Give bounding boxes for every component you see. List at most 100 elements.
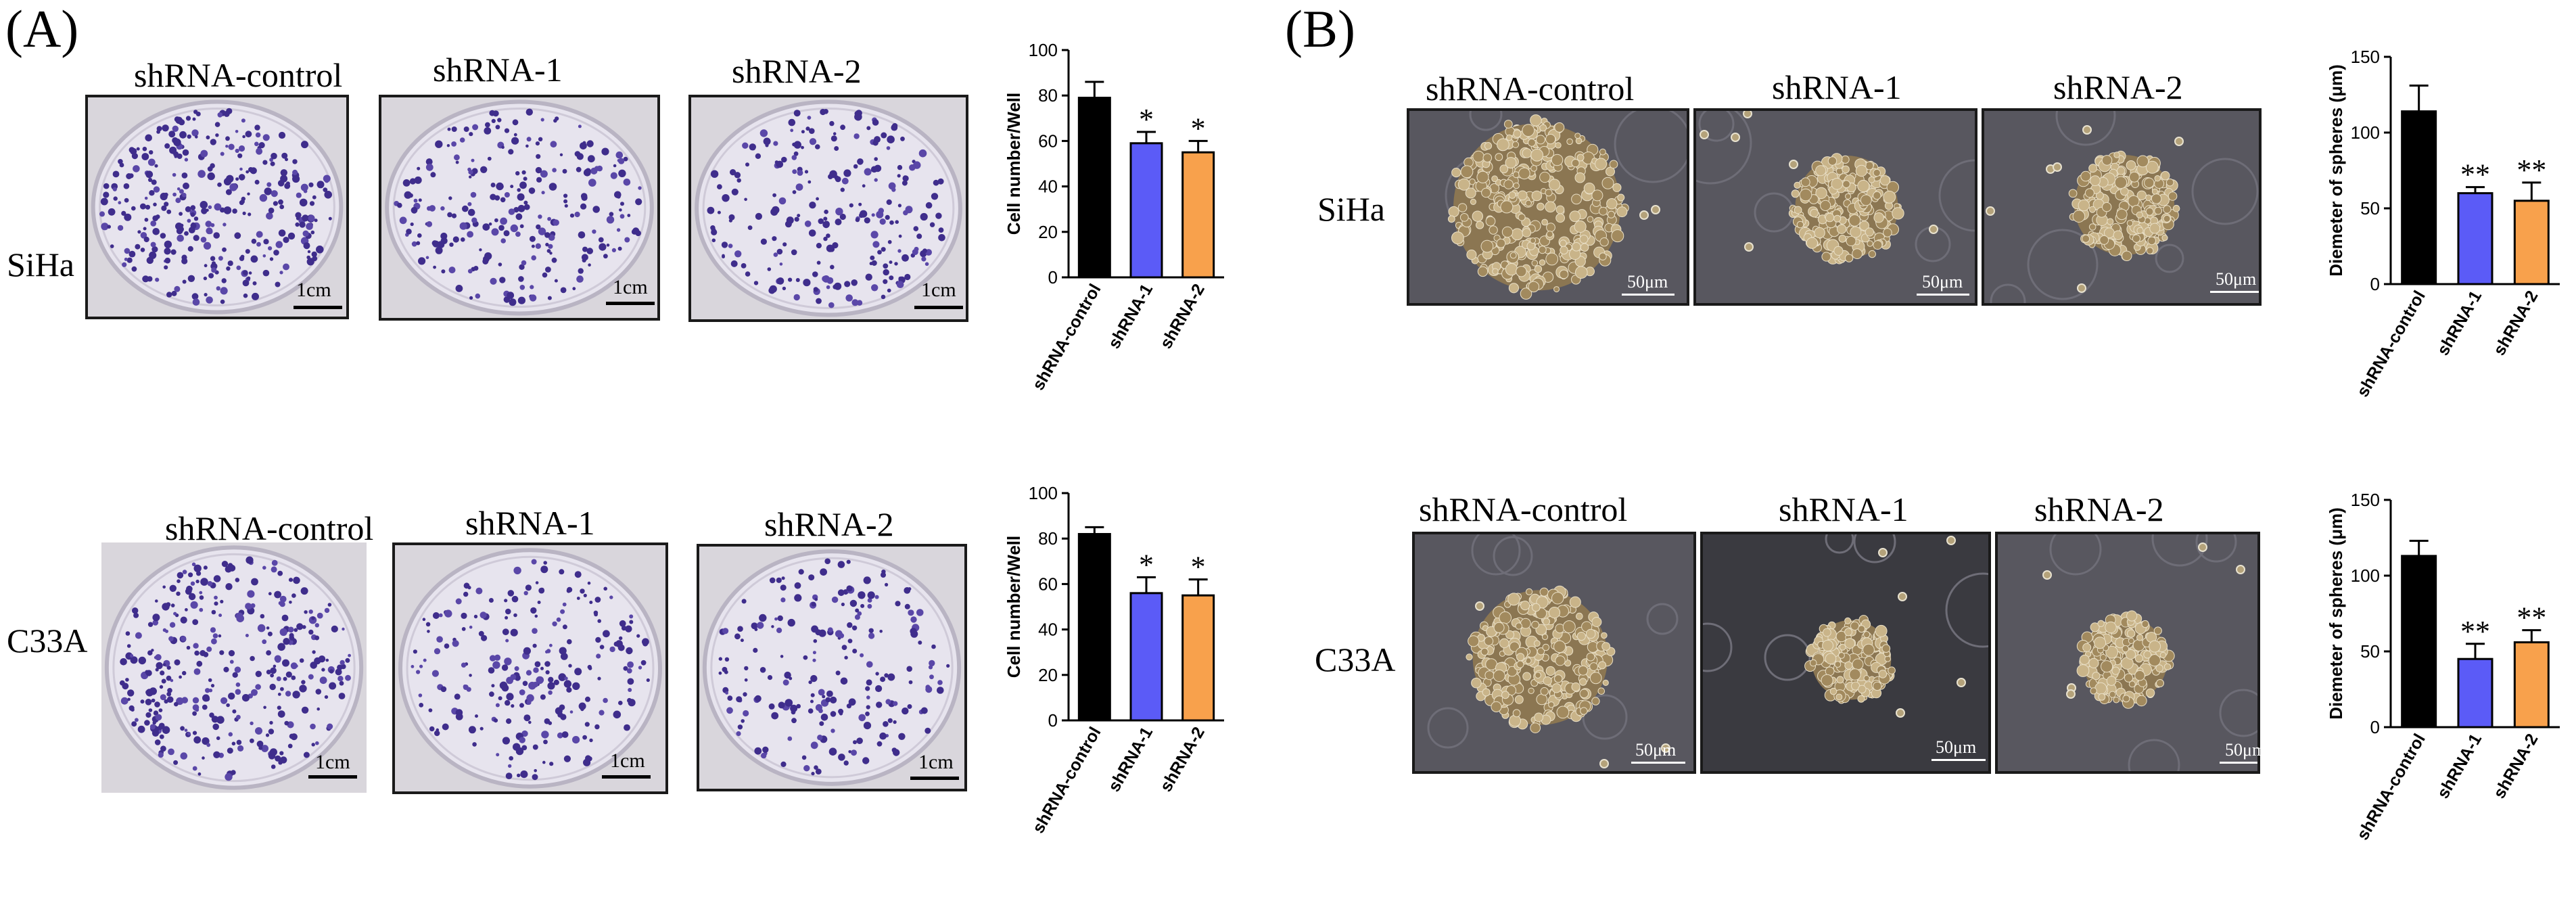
scale-bar	[1622, 294, 1675, 296]
y-tick-label: 150	[2351, 47, 2380, 67]
bar	[2513, 641, 2550, 729]
x-tick-label: shRNA-control	[1029, 724, 1104, 837]
sphere-micrograph	[1693, 108, 1977, 306]
bar-chart-svg: 0 20 40 60 80 100 Cell number/Well shRNA-contro…	[1004, 483, 1224, 837]
scale-bar	[2220, 762, 2257, 764]
y-tick-label: 60	[1038, 131, 1058, 151]
y-axis-label: Diemeter of spheres (μm)	[2326, 507, 2346, 720]
scale-bar-label: 1cm	[610, 749, 645, 772]
scale-bar-label: 50μm	[1635, 740, 1677, 760]
y-tick-label: 20	[1038, 665, 1058, 685]
scale-bar-label: 1cm	[921, 279, 956, 301]
row-label-c33a-a: C33A	[7, 622, 88, 660]
y-tick-label: 100	[1029, 40, 1058, 60]
x-tick-label: shRNA-1	[2433, 731, 2485, 802]
significance-marker: *	[1191, 112, 1206, 145]
caption-b1-shrna1: shRNA-1	[1772, 68, 1902, 106]
sphere-micrograph	[1982, 108, 2262, 306]
y-tick-label: 100	[2351, 122, 2380, 143]
caption-b2-control: shRNA-control	[1419, 490, 1628, 528]
y-tick-label: 80	[1038, 85, 1058, 106]
y-axis-label: Cell number/Well	[1004, 93, 1024, 235]
y-axis-label: Diemeter of spheres (μm)	[2326, 64, 2346, 277]
y-tick-label: 0	[2370, 717, 2380, 737]
scale-bar	[914, 306, 963, 309]
panel-label-a: (A)	[5, 0, 79, 58]
caption-b1-control: shRNA-control	[1426, 70, 1635, 108]
y-tick-label: 20	[1038, 222, 1058, 242]
y-tick-label: 60	[1038, 574, 1058, 594]
colony-plate-image	[101, 542, 367, 793]
scale-bar	[602, 775, 651, 779]
row-label-c33a-b: C33A	[1315, 641, 1396, 678]
bar-chart-svg: 0 20 40 60 80 100 Cell number/Well shRNA-contro…	[1004, 40, 1224, 394]
significance-marker: *	[1139, 548, 1154, 581]
scale-bar	[294, 306, 342, 309]
caption-a2-control: shRNA-control	[165, 509, 374, 547]
caption-a2-shrna2: shRNA-2	[764, 505, 894, 543]
scale-bar-label: 1cm	[296, 279, 331, 301]
x-tick-label: shRNA-1	[1104, 281, 1156, 352]
y-tick-label: 100	[2351, 565, 2380, 586]
panel-label-b: (B)	[1285, 0, 1355, 58]
y-tick-label: 100	[1029, 483, 1058, 503]
bar	[2401, 555, 2437, 729]
caption-b2-shrna2: shRNA-2	[2034, 490, 2164, 528]
y-tick-label: 150	[2351, 490, 2380, 510]
bar	[2401, 110, 2437, 285]
bar	[1077, 532, 1111, 722]
scale-bar	[2210, 291, 2259, 293]
x-tick-label: shRNA-2	[2489, 287, 2542, 359]
scale-bar	[910, 777, 959, 780]
bar	[2457, 192, 2493, 285]
colony-plate-image	[85, 95, 349, 319]
significance-marker: *	[1139, 103, 1154, 136]
colony-plate-image	[688, 95, 968, 322]
sphere-micrograph	[1995, 532, 2260, 774]
x-tick-label: shRNA-1	[1104, 724, 1156, 795]
scale-bar	[1931, 759, 1986, 761]
y-tick-label: 40	[1038, 620, 1058, 640]
scale-bar-label: 1cm	[315, 751, 350, 773]
y-tick-label: 0	[1048, 710, 1058, 731]
caption-b1-shrna2: shRNA-2	[2053, 68, 2183, 106]
x-tick-label: shRNA-1	[2433, 287, 2485, 359]
x-tick-label: shRNA-control	[2353, 731, 2429, 844]
x-tick-label: shRNA-control	[2353, 287, 2429, 400]
bar-chart-c33a-colony: 0 20 40 60 80 100 Cell number/Well shRNA-contro…	[974, 483, 1231, 903]
row-label-siha-a: SiHa	[7, 246, 74, 283]
significance-marker: **	[2516, 601, 2546, 634]
scale-bar	[606, 302, 655, 305]
bar	[1129, 592, 1163, 722]
bar-chart-siha-sphere: 0 50 100 150 Diemeter of spheres (μm) shRNA-c…	[2296, 47, 2567, 453]
bar	[1181, 594, 1215, 722]
row-label-siha-b: SiHa	[1317, 190, 1385, 228]
y-tick-label: 50	[2360, 641, 2380, 662]
caption-a1-shrna2: shRNA-2	[732, 52, 862, 90]
bar	[1181, 151, 1215, 279]
bar-chart-siha-colony: 0 20 40 60 80 100 Cell number/Well shRNA-contro…	[974, 40, 1231, 446]
significance-marker: **	[2460, 158, 2490, 191]
y-tick-label: 0	[2370, 274, 2380, 294]
scale-bar-label: 50μm	[2216, 269, 2257, 289]
y-tick-label: 80	[1038, 528, 1058, 549]
scale-bar	[1631, 762, 1685, 764]
significance-marker: *	[1191, 551, 1206, 584]
x-tick-label: shRNA-control	[1029, 281, 1104, 394]
y-tick-label: 0	[1048, 267, 1058, 287]
bar	[1129, 142, 1163, 279]
y-tick-label: 50	[2360, 198, 2380, 218]
scale-bar-label: 50μm	[1627, 272, 1668, 292]
x-tick-label: shRNA-2	[2489, 731, 2542, 802]
scale-bar	[1917, 294, 1969, 296]
scale-bar-label: 50μm	[1922, 272, 1963, 292]
y-axis-label: Cell number/Well	[1004, 536, 1024, 678]
colony-plate-image	[379, 95, 660, 321]
bar	[2513, 200, 2550, 285]
scale-bar-label: 1cm	[613, 276, 648, 298]
sphere-micrograph	[1412, 532, 1696, 774]
significance-marker: **	[2516, 154, 2546, 187]
significance-marker: **	[2460, 615, 2490, 648]
